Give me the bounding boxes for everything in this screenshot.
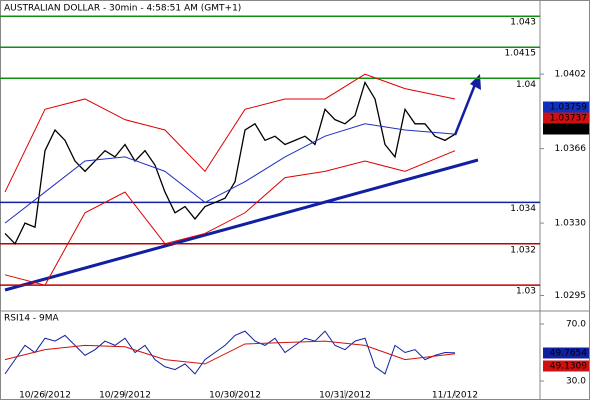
y-tick-label: 70.0	[566, 319, 586, 329]
y-tick-label: 1.0402	[555, 70, 587, 80]
series-line	[4, 123, 456, 224]
last-label: 1.0373	[556, 125, 588, 135]
arrow	[453, 81, 478, 136]
x-tick-label: 10/26/2012	[19, 391, 71, 401]
x-tick-label: 10/29/2012	[99, 391, 151, 401]
last-box	[543, 347, 589, 359]
trend-line	[4, 158, 479, 292]
last-box	[543, 101, 589, 113]
level-label: 1.03	[516, 287, 536, 297]
level-label: 1.0415	[505, 49, 537, 59]
y-tick-label: 1.0330	[555, 219, 587, 229]
series-line	[4, 330, 456, 375]
last-label: 1.03759	[550, 103, 587, 113]
x-tick-label: 10/30/2012	[209, 391, 261, 401]
x-tick-label: 11/1/2012	[432, 391, 478, 401]
level-label: 1.032	[510, 245, 536, 255]
last-box	[543, 112, 589, 124]
last-label: 1.03737	[550, 114, 587, 124]
y-tick-label: 1.0295	[555, 291, 587, 301]
level-label: 1.034	[510, 204, 536, 214]
last-box	[543, 123, 589, 135]
last-box	[543, 360, 589, 372]
last-label: 49.7654	[550, 349, 587, 359]
level-label: 1.043	[510, 18, 536, 28]
series-line	[4, 150, 456, 286]
chart-title: AUSTRALIAN DOLLAR - 30min - 4:58:51 AM (…	[4, 4, 241, 14]
last-label: 49.1309	[550, 362, 587, 372]
level-label: 1.04	[516, 80, 536, 90]
y-tick-label: 1.0366	[555, 144, 587, 154]
x-tick-label: 10/31/2012	[319, 391, 371, 401]
series-line	[4, 340, 456, 365]
y-tick-label: 30.0	[566, 377, 586, 387]
rsi-title: RSI14 - 9MA	[4, 314, 60, 324]
series-line	[4, 73, 456, 193]
